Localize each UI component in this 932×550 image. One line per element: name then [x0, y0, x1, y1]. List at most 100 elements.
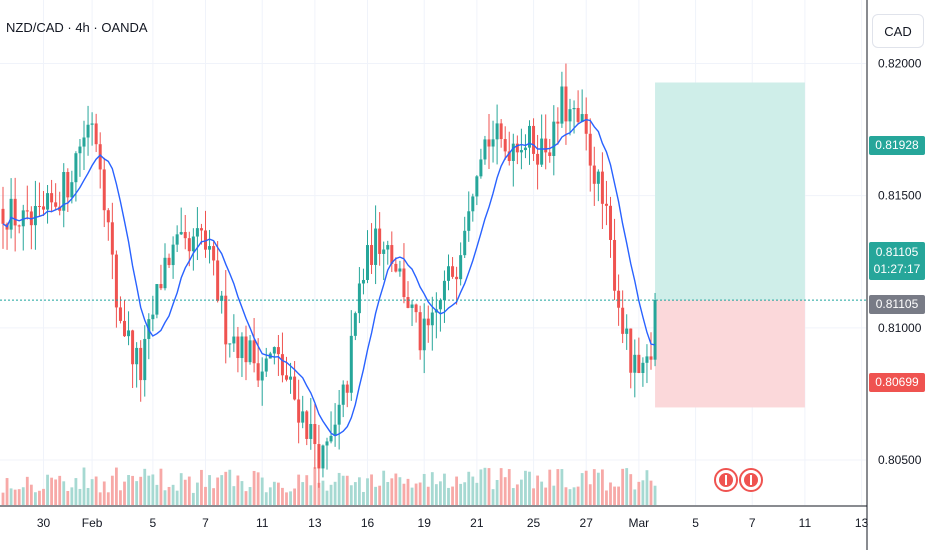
candle [442, 270, 446, 323]
volume-bar [268, 487, 272, 505]
event-flag-icon[interactable] [714, 468, 738, 492]
candle [244, 325, 248, 381]
candle-body [487, 139, 491, 147]
volume-bar [252, 470, 256, 505]
candle-body [244, 336, 248, 363]
volume-bar [29, 484, 33, 505]
candle [398, 260, 402, 277]
candle [46, 185, 50, 224]
volume-bar [98, 492, 102, 505]
candle [426, 305, 430, 343]
candle [584, 97, 588, 151]
candle-body [42, 206, 45, 210]
candle [260, 357, 264, 406]
candle-body [70, 182, 74, 198]
candle-body [74, 153, 78, 183]
candle-body [398, 268, 402, 272]
candle [155, 283, 159, 319]
candle-body [25, 210, 29, 212]
candle-body [94, 123, 98, 145]
volume-bar [167, 486, 171, 505]
volume-bar [293, 488, 296, 505]
candle [325, 437, 329, 470]
volume-bar [196, 482, 199, 505]
candle [519, 128, 523, 170]
candle-body [455, 276, 459, 280]
candle [507, 131, 511, 166]
candle-body [37, 206, 41, 208]
candle [62, 163, 66, 228]
event-flag-icon[interactable] [739, 468, 763, 492]
candle-body [159, 284, 163, 289]
candle-body [349, 335, 353, 393]
volume-bar [418, 482, 422, 505]
candle-body [378, 228, 382, 254]
candle [629, 328, 633, 389]
volume-bar [345, 475, 349, 505]
candle [289, 362, 293, 394]
candle [536, 134, 540, 190]
candle-body [204, 230, 207, 250]
volume-bar [629, 474, 633, 505]
symbol-title: NZD/CAD · 4h · OANDA [6, 20, 148, 35]
volume-bar [115, 467, 118, 505]
candle [552, 105, 556, 176]
candle-body [507, 151, 511, 161]
volume-bar [313, 467, 317, 505]
candle [159, 264, 163, 291]
date-tick-label: Feb [82, 516, 103, 530]
candle [143, 325, 147, 397]
candle [228, 343, 232, 358]
candle [1, 186, 5, 249]
volume-bar [544, 487, 548, 505]
candle [475, 175, 479, 206]
volume-bar [21, 487, 25, 505]
candle-body [62, 172, 66, 211]
volume-bar [503, 477, 507, 505]
volume-bar [62, 481, 66, 505]
candle-body [495, 123, 499, 140]
candle [641, 357, 645, 387]
candle [532, 118, 536, 161]
volume-bar [341, 475, 345, 505]
volume-bar [637, 481, 641, 505]
volume-bar [204, 486, 207, 505]
candle-body [208, 246, 212, 250]
candle-body [46, 193, 50, 210]
currency-button[interactable]: CAD [872, 14, 924, 48]
volume-bar [17, 489, 21, 505]
volume-bar [491, 489, 495, 505]
candle-body [532, 125, 536, 154]
candle [236, 326, 240, 373]
candle [276, 334, 280, 376]
candle-body [430, 312, 434, 326]
volume-bar [187, 476, 191, 505]
volume-bar [402, 483, 406, 505]
volume-bar [25, 476, 29, 505]
candle [345, 380, 349, 408]
candle-body [272, 347, 276, 354]
date-tick-label: Mar [629, 516, 650, 530]
candle-body [17, 225, 21, 227]
volume-bar [495, 480, 499, 505]
candle [564, 63, 568, 145]
candle [366, 230, 369, 284]
candle-body [329, 435, 333, 442]
candle-body [483, 139, 487, 160]
volume-bar [463, 482, 467, 505]
candle [216, 241, 220, 303]
candle-body [135, 347, 139, 365]
volume-bar [171, 484, 175, 505]
candle-body [515, 143, 519, 153]
candle-body [155, 284, 159, 315]
candle-body [301, 411, 305, 423]
candle [479, 148, 483, 179]
event-markers [714, 468, 763, 492]
volume-bar [358, 477, 361, 505]
candle [592, 146, 596, 206]
volume-bar [119, 490, 122, 505]
candle-body [418, 312, 422, 351]
date-tick-label: 30 [37, 516, 51, 530]
candle-body [33, 206, 37, 226]
